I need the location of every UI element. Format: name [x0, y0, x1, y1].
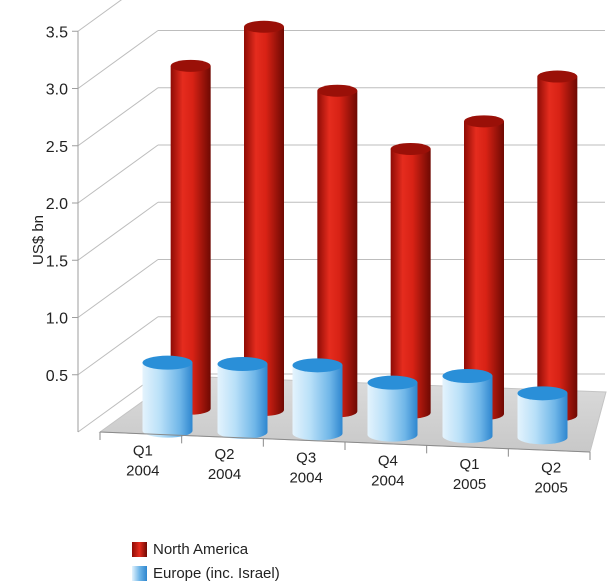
- north-america-series: [170, 20, 578, 422]
- y-axis-label: US$ bn: [30, 215, 47, 265]
- x-tick-label-line: 2004: [371, 473, 404, 490]
- gridline: [77, 0, 122, 32]
- bar-north-america-5: [464, 115, 504, 420]
- bar-north-america-6: [537, 70, 578, 422]
- gridline: [77, 30, 605, 89]
- gridline: [77, 201, 605, 261]
- gridline: [77, 144, 605, 204]
- bar-europe-6: [517, 386, 568, 445]
- gridlines: [77, 0, 605, 433]
- y-tick-label: 0.5: [46, 368, 68, 385]
- legend-item-europe: Europe (inc. Israel): [132, 561, 280, 585]
- legend: North America Europe (inc. Israel): [132, 537, 280, 585]
- y-tick-label: 2.5: [46, 139, 68, 156]
- bar-europe-4: [367, 375, 418, 442]
- europe-series: [142, 355, 568, 445]
- x-tick-label: Q3 2004: [289, 449, 322, 486]
- bar-north-america-3: [317, 84, 358, 418]
- x-tick-label-line: Q4: [378, 453, 398, 470]
- x-tick-label: Q2 2004: [208, 446, 241, 483]
- legend-label-europe: Europe (inc. Israel): [153, 564, 280, 582]
- x-tick-label: Q2 2005: [534, 459, 567, 496]
- bar-north-america-4: [390, 142, 431, 419]
- bar-north-america-1: [170, 59, 211, 415]
- x-tick-label-line: 2004: [289, 469, 322, 486]
- legend-swatch-europe: [132, 565, 147, 581]
- x-tick-label-line: Q1: [133, 443, 153, 460]
- y-tick-label: 3.0: [46, 82, 68, 99]
- bar-north-america-2: [244, 20, 284, 416]
- legend-item-north-america: North America: [132, 537, 280, 561]
- x-tick-label-line: 2005: [534, 479, 567, 496]
- bar-europe-2: [217, 357, 268, 439]
- y-tick-label: 2.0: [46, 196, 68, 213]
- bar-europe-3: [292, 358, 343, 441]
- axes: 0.51.01.52.02.53.03.5Q12004Q22004Q32004Q…: [46, 24, 591, 496]
- bar-europe-1: [142, 355, 193, 438]
- bar-europe-5: [442, 369, 493, 444]
- x-tick-label-line: Q3: [296, 449, 316, 466]
- y-tick-label: 1.5: [46, 253, 68, 270]
- legend-swatch-north-america: [132, 541, 147, 557]
- y-tick-label: 3.5: [46, 24, 68, 41]
- gridline: [77, 259, 605, 318]
- x-tick-label-line: Q1: [459, 456, 479, 473]
- x-tick-label: Q1 2004: [126, 443, 159, 480]
- x-tick-label-line: 2004: [208, 466, 241, 483]
- y-tick-label: 1.0: [46, 311, 68, 328]
- gridline: [77, 87, 605, 147]
- gridline: [77, 316, 605, 376]
- x-tick-label-line: Q2: [214, 446, 234, 463]
- legend-label-north-america: North America: [153, 540, 249, 558]
- x-tick-label-line: 2004: [126, 463, 159, 480]
- x-tick-label-line: Q2: [541, 459, 561, 476]
- x-tick-label: Q1 2005: [453, 456, 486, 493]
- x-tick-label-line: 2005: [453, 476, 486, 493]
- x-tick-label: Q4 2004: [371, 453, 404, 490]
